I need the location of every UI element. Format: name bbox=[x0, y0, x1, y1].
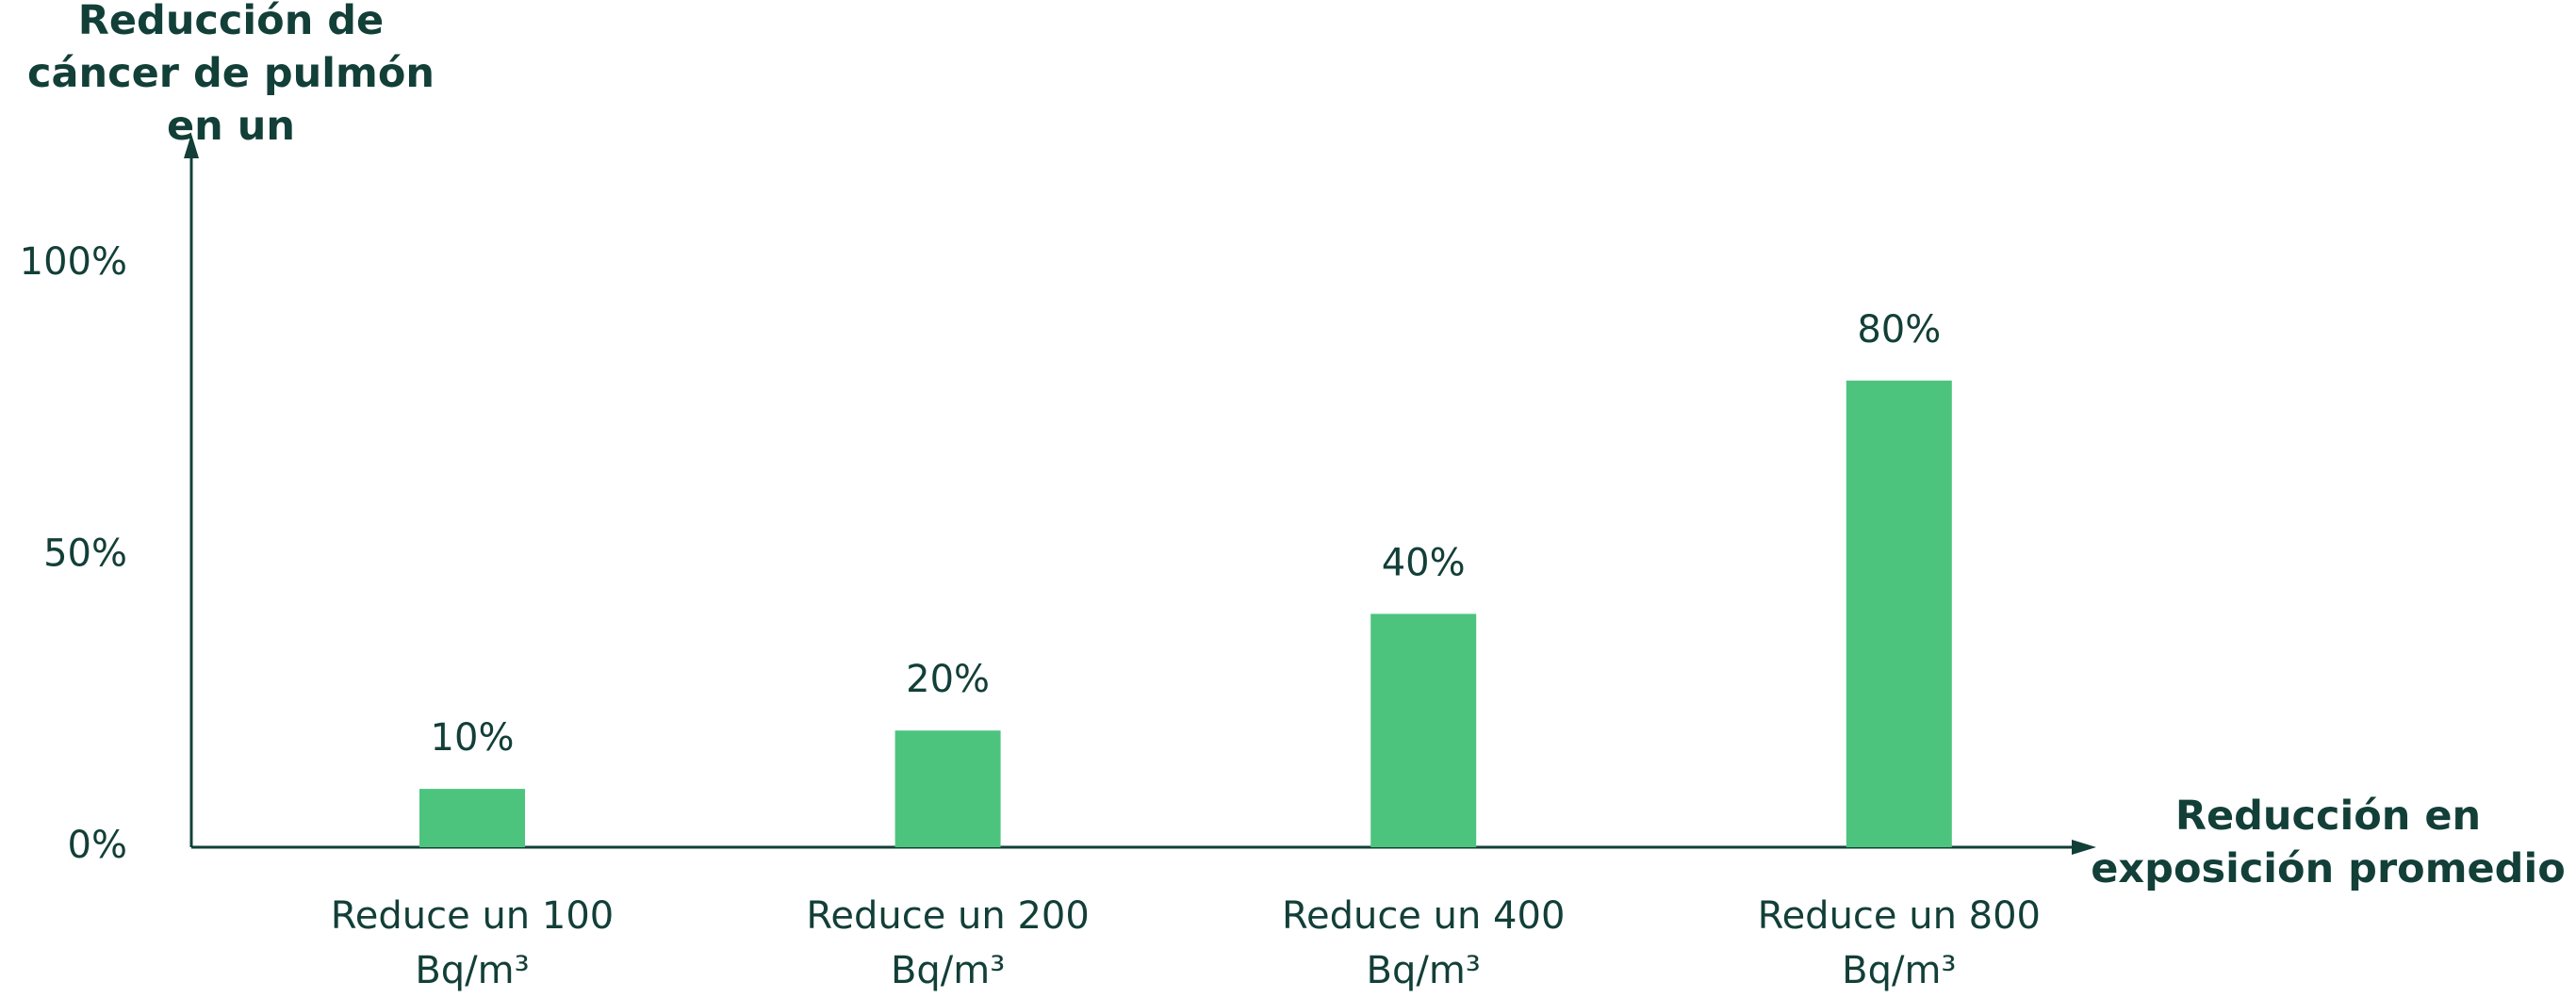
bar bbox=[894, 730, 1001, 847]
y-tick-label: 50% bbox=[43, 532, 127, 576]
x-axis-arrow bbox=[2072, 840, 2096, 855]
x-tick-label: Reduce un 200 Bq/m³ bbox=[806, 894, 1090, 992]
value-label: 10% bbox=[431, 716, 515, 760]
bar bbox=[419, 789, 525, 847]
x-tick-label: Reduce un 800 Bq/m³ bbox=[1757, 894, 2042, 992]
y-tick-label: 0% bbox=[68, 824, 127, 867]
y-tick-label: 100% bbox=[20, 240, 127, 284]
bar bbox=[1846, 380, 1952, 847]
value-label: 20% bbox=[906, 658, 990, 701]
y-axis-title: Reducción de cáncer de pulmón en un bbox=[27, 0, 435, 150]
x-tick-label: Reduce un 400 Bq/m³ bbox=[1281, 894, 1566, 992]
x-tick-label: Reduce un 100 Bq/m³ bbox=[330, 894, 615, 992]
value-label: 80% bbox=[1857, 308, 1941, 352]
x-axis-title: Reducción en exposición promedio bbox=[2091, 793, 2566, 892]
value-label: 40% bbox=[1382, 541, 1466, 584]
y-axis-arrow bbox=[184, 134, 199, 158]
bar bbox=[1370, 614, 1477, 847]
